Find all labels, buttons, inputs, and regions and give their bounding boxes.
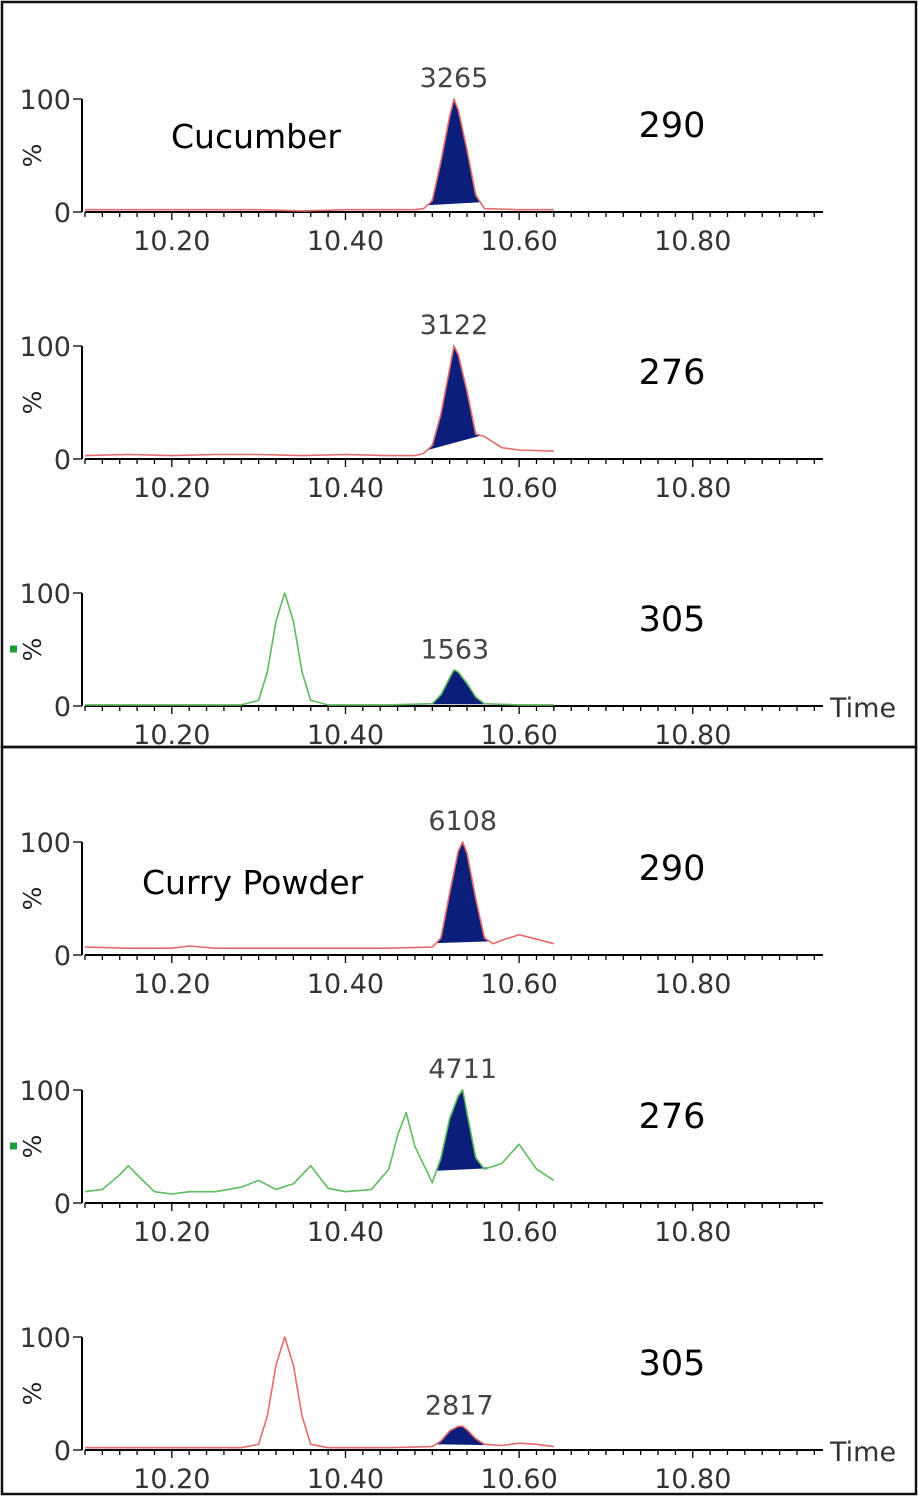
y-axis-label: % xyxy=(18,887,47,911)
x-tick-label-1: 10.20 xyxy=(133,1217,210,1248)
y-axis-label: % xyxy=(18,1382,47,1406)
y-tick-label-100: 100 xyxy=(19,332,71,363)
ion-mass-label: 305 xyxy=(639,1344,706,1384)
chromatogram-panel-1: 100 0% 10.20 10.40 10.60 10.80 3265 Cucumber 290 xyxy=(18,63,823,257)
x-tick-label-3: 10.60 xyxy=(480,473,557,504)
peak-area-label: 4711 xyxy=(428,1054,497,1085)
peak-area-label: 3122 xyxy=(420,310,489,341)
x-tick-label-3: 10.60 xyxy=(480,969,557,1000)
chromatogram-panels: 100 0% 10.20 10.40 10.60 10.80 3265 Cucumber 290… xyxy=(10,63,896,1495)
x-tick-label-3: 10.60 xyxy=(480,1217,557,1248)
x-axis-label: Time xyxy=(829,693,896,724)
x-tick-label-3: 10.60 xyxy=(480,1464,557,1495)
sample-name: Curry Powder xyxy=(142,863,364,902)
chromatogram-trace xyxy=(84,841,555,949)
sample-box-bottom xyxy=(0,745,918,1496)
chromatogram-trace xyxy=(85,98,554,212)
x-tick-label-2: 10.40 xyxy=(307,969,384,1000)
peak-area-label: 6108 xyxy=(428,806,497,837)
peak-area-label: 2817 xyxy=(425,1390,494,1421)
y-tick-label-100: 100 xyxy=(19,579,71,610)
channel-marker xyxy=(10,1142,17,1150)
y-tick-label-0: 0 xyxy=(54,1189,71,1220)
x-tick-label-2: 10.40 xyxy=(307,1217,384,1248)
y-tick-label-0: 0 xyxy=(54,198,71,229)
chromatogram-panel-5: 100 0% 10.20 10.40 10.60 10.80 4711 276 xyxy=(10,1054,823,1248)
chromatogram-panel-6: 100 0% 10.20 10.40 10.60 10.80 2817 305 Time xyxy=(18,1323,896,1495)
chromatogram-trace xyxy=(85,1336,554,1449)
y-tick-label-0: 0 xyxy=(54,941,71,972)
chromatogram-trace xyxy=(85,592,554,706)
y-axis-label: % xyxy=(18,144,47,168)
peak-area-label: 3265 xyxy=(420,63,489,94)
x-tick-label-2: 10.40 xyxy=(307,226,384,257)
sample-name: Cucumber xyxy=(171,117,341,156)
ion-mass-label: 305 xyxy=(639,600,706,640)
ion-mass-label: 290 xyxy=(639,849,706,889)
y-tick-label-100: 100 xyxy=(19,828,71,859)
chromatogram-trace xyxy=(84,1089,555,1195)
y-tick-label-0: 0 xyxy=(54,445,71,476)
x-tick-label-1: 10.20 xyxy=(133,226,210,257)
chromatogram-panel-4: 100 0% 10.20 10.40 10.60 10.80 6108 Curry Powde… xyxy=(18,806,823,1000)
y-tick-label-100: 100 xyxy=(19,1076,71,1107)
chromatogram-panel-2: 100 0% 10.20 10.40 10.60 10.80 3122 276 xyxy=(18,310,823,504)
chromatogram-trace xyxy=(84,345,554,457)
x-tick-label-4: 10.80 xyxy=(654,226,731,257)
y-tick-label-0: 0 xyxy=(54,692,71,723)
channel-marker xyxy=(10,645,17,653)
x-tick-label-4: 10.80 xyxy=(654,1464,731,1495)
x-tick-label-2: 10.40 xyxy=(307,1464,384,1495)
y-tick-label-100: 100 xyxy=(19,85,71,116)
y-tick-label-100: 100 xyxy=(19,1323,71,1354)
x-tick-label-4: 10.80 xyxy=(654,1217,731,1248)
y-axis-label: % xyxy=(18,1135,47,1159)
x-tick-label-4: 10.80 xyxy=(654,473,731,504)
x-tick-label-2: 10.40 xyxy=(307,473,384,504)
x-tick-label-1: 10.20 xyxy=(133,969,210,1000)
peak-area-label: 1563 xyxy=(421,634,490,665)
ion-mass-label: 276 xyxy=(639,353,706,393)
x-tick-label-1: 10.20 xyxy=(133,1464,210,1495)
ion-mass-label: 290 xyxy=(639,106,706,146)
x-tick-label-1: 10.20 xyxy=(133,473,210,504)
y-axis-label: % xyxy=(18,638,47,662)
x-axis-label: Time xyxy=(829,1437,896,1468)
ion-mass-label: 276 xyxy=(639,1097,706,1137)
x-tick-label-3: 10.60 xyxy=(480,226,557,257)
x-tick-label-4: 10.80 xyxy=(654,969,731,1000)
y-axis-label: % xyxy=(18,391,47,415)
y-tick-label-0: 0 xyxy=(54,1436,71,1467)
